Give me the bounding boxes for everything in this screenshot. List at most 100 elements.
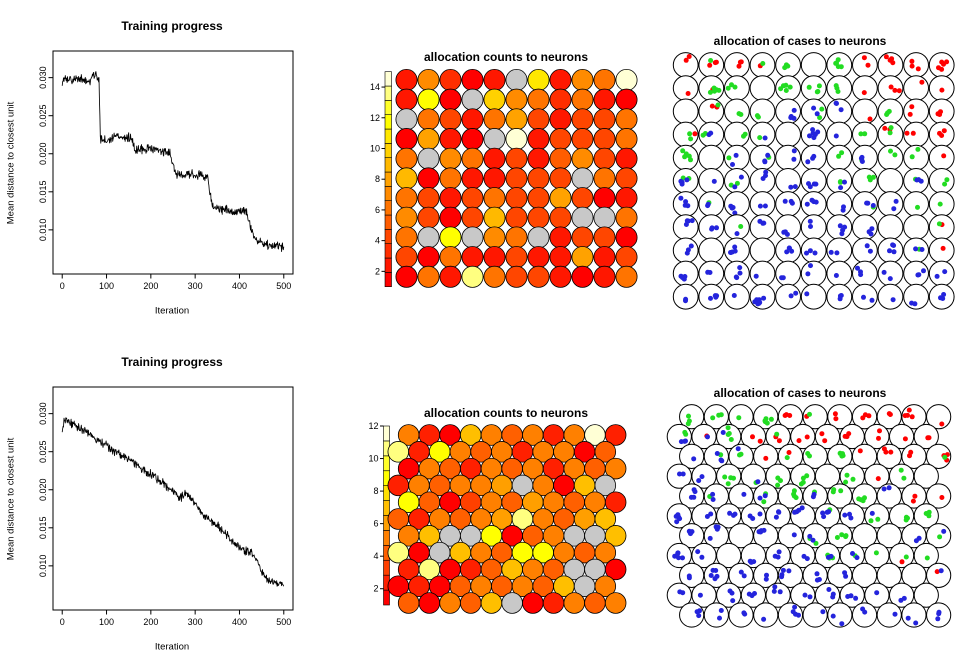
case-dot (865, 62, 871, 68)
neuron-circle (777, 602, 804, 628)
case-dot (910, 130, 916, 136)
case-dot (699, 554, 705, 560)
case-dot (839, 453, 845, 459)
colorbar-segment (384, 243, 392, 259)
case-dot (874, 590, 880, 596)
case-dot (788, 114, 794, 119)
neuron-circle (483, 88, 506, 111)
case-dot (793, 290, 799, 296)
case-dot (898, 467, 904, 473)
x-tick-label: 300 (188, 617, 203, 627)
case-dot (727, 510, 733, 516)
neuron-circle (439, 167, 462, 190)
neuron-circle (418, 592, 441, 614)
case-dot (838, 488, 844, 494)
case-dot (842, 433, 848, 439)
neuron-circle (777, 523, 804, 549)
x-tick-label: 100 (99, 617, 114, 627)
case-dot (676, 555, 681, 561)
neuron-circle (615, 187, 638, 210)
case-dot (712, 60, 718, 66)
case-dot (903, 514, 909, 520)
case-dot (705, 203, 711, 209)
case-dot (732, 244, 738, 250)
case-dot (926, 435, 932, 441)
case-dot (674, 519, 680, 525)
case-dot (776, 438, 782, 444)
neuron-circle (775, 191, 802, 217)
neuron-circle (749, 191, 776, 217)
case-dot (771, 588, 777, 594)
neuron-circle (814, 423, 841, 450)
neuron-circle (604, 457, 627, 480)
neuron-circle (593, 108, 616, 131)
neuron-circle (903, 75, 930, 102)
neuron-circle (615, 147, 638, 170)
neuron-circle (594, 474, 617, 497)
case-dot (732, 84, 738, 90)
neuron-circle (615, 167, 638, 190)
neuron-circle (615, 69, 638, 92)
case-dot (756, 300, 762, 306)
neuron-circle (549, 265, 572, 288)
case-dot (830, 594, 836, 600)
case-dot (711, 178, 717, 184)
neuron-circle (439, 246, 462, 269)
case-dot (680, 555, 685, 561)
case-dot (807, 453, 812, 459)
case-dot (939, 421, 945, 427)
neuron-circle (527, 187, 550, 210)
neuron-circle (483, 246, 506, 269)
colorbar-segment (384, 229, 392, 245)
neuron-circle (615, 128, 638, 151)
neuron-circle (728, 602, 754, 628)
case-dot (737, 265, 743, 271)
neuron-circle (584, 592, 606, 614)
case-dot (888, 449, 894, 455)
neuron-circle (615, 88, 638, 111)
case-dot (902, 436, 908, 442)
neuron-circle (527, 246, 550, 269)
case-dot (682, 429, 688, 435)
case-dot (882, 125, 888, 131)
case-dot (728, 250, 733, 255)
neuron-circle (826, 260, 853, 287)
neuron-circle (800, 52, 827, 78)
colorbar-tick-label: 6 (373, 519, 378, 529)
case-dot (789, 200, 795, 206)
case-dot (734, 231, 740, 237)
neuron-circle (527, 88, 550, 111)
neuron-circle (563, 592, 585, 614)
case-dot (732, 184, 738, 190)
allocation-counts-grid-2: 2 4 6 8 10 12 (368, 421, 627, 614)
neuron-circle (417, 206, 440, 229)
case-dot (738, 451, 744, 457)
neuron-circle (483, 187, 506, 210)
case-dot (747, 513, 753, 519)
neuron-circle (417, 128, 440, 151)
neuron-circle (724, 283, 750, 310)
case-dot (850, 476, 856, 482)
case-dot (688, 136, 694, 142)
case-dot (807, 248, 813, 254)
neuron-circle (926, 562, 952, 588)
neuron-circle (483, 167, 506, 190)
case-dot (858, 131, 864, 137)
neuron-circle (593, 246, 616, 269)
neuron-circle (505, 88, 528, 111)
case-dot (686, 413, 691, 419)
case-dot (834, 85, 840, 91)
case-dot (791, 107, 797, 113)
case-dot (936, 611, 942, 617)
case-dot (707, 62, 713, 68)
case-dot (738, 174, 744, 180)
case-dot (683, 57, 689, 63)
case-dot (732, 210, 738, 216)
case-dot (901, 475, 907, 481)
neuron-circle (527, 128, 550, 151)
neuron-circle (505, 206, 528, 229)
neuron-circle (913, 463, 939, 489)
colorbar-tick-label: 14 (370, 82, 380, 92)
case-dot (812, 250, 818, 256)
case-dot (870, 174, 876, 180)
